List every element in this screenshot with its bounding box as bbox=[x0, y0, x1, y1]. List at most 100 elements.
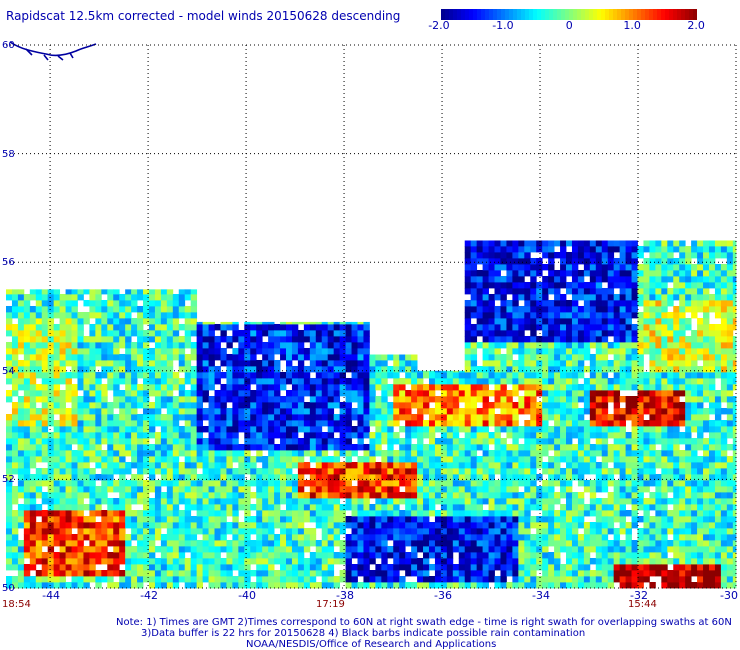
heatmap-cell bbox=[23, 582, 31, 589]
heatmap-cell bbox=[83, 341, 90, 349]
heatmap-cell bbox=[446, 371, 454, 379]
heatmap-cell bbox=[583, 329, 591, 337]
heatmap-cell bbox=[381, 462, 388, 469]
heatmap-cell bbox=[577, 432, 585, 439]
heatmap-cell bbox=[595, 323, 603, 331]
heatmap-cell bbox=[47, 396, 55, 403]
heatmap-cell bbox=[524, 444, 531, 451]
heatmap-cell bbox=[583, 305, 591, 313]
heatmap-cell bbox=[494, 269, 501, 277]
heatmap-cell bbox=[601, 305, 609, 313]
heatmap-cell bbox=[595, 408, 603, 415]
heatmap-cell bbox=[59, 341, 66, 349]
heatmap-cell bbox=[405, 426, 412, 433]
heatmap-cell bbox=[405, 558, 412, 565]
heatmap-cell bbox=[23, 353, 31, 361]
heatmap-cell bbox=[202, 570, 209, 577]
heatmap-cell bbox=[601, 510, 609, 517]
heatmap-cell bbox=[494, 402, 501, 409]
heatmap-cell bbox=[83, 347, 90, 355]
heatmap-cell bbox=[512, 522, 519, 529]
heatmap-cell bbox=[29, 492, 37, 499]
heatmap-cell bbox=[476, 257, 484, 265]
heatmap-cell bbox=[363, 492, 370, 499]
heatmap-cell bbox=[542, 438, 549, 445]
heatmap-cell bbox=[482, 263, 489, 271]
heatmap-cell bbox=[494, 365, 501, 373]
heatmap-cell bbox=[524, 420, 531, 427]
heatmap-cell bbox=[601, 546, 609, 553]
heatmap-cell bbox=[107, 347, 114, 355]
heatmap-cell bbox=[363, 510, 370, 517]
heatmap-cell bbox=[119, 335, 126, 343]
heatmap-cell bbox=[345, 450, 352, 457]
heatmap-cell bbox=[89, 289, 96, 295]
heatmap-cell bbox=[125, 353, 132, 361]
heatmap-cell bbox=[71, 492, 78, 499]
heatmap-cell bbox=[244, 321, 251, 325]
heatmap-cell bbox=[393, 480, 400, 487]
heatmap-cell bbox=[601, 486, 609, 493]
heatmap-cell bbox=[6, 516, 13, 523]
heatmap-cell bbox=[190, 498, 198, 505]
heatmap-cell bbox=[530, 329, 537, 337]
heatmap-cell bbox=[607, 468, 615, 475]
heatmap-cell bbox=[345, 492, 352, 499]
heatmap-cell bbox=[524, 456, 531, 463]
heatmap-cell bbox=[488, 251, 495, 259]
heatmap-cell bbox=[190, 576, 198, 583]
heatmap-cell bbox=[607, 377, 615, 385]
heatmap-cell bbox=[208, 558, 215, 565]
heatmap-cell bbox=[95, 420, 102, 427]
heatmap-cell bbox=[262, 321, 269, 325]
heatmap-cell bbox=[280, 564, 287, 571]
heatmap-cell bbox=[464, 504, 472, 511]
heatmap-cell bbox=[77, 371, 84, 379]
heatmap-cell bbox=[530, 444, 537, 451]
heatmap-cell bbox=[184, 377, 192, 385]
heatmap-cell bbox=[184, 390, 192, 397]
heatmap-cell bbox=[500, 329, 507, 337]
heatmap-cell bbox=[119, 293, 126, 301]
heatmap-cell bbox=[268, 438, 275, 445]
heatmap-cell bbox=[166, 546, 174, 553]
heatmap-cell bbox=[327, 323, 335, 331]
heatmap-cell bbox=[178, 480, 186, 487]
heatmap-cell bbox=[154, 504, 162, 511]
colorbar-segment bbox=[653, 9, 658, 20]
heatmap-cell bbox=[23, 498, 31, 505]
heatmap-cell bbox=[11, 353, 19, 361]
heatmap-cell bbox=[351, 546, 358, 553]
heatmap-cell bbox=[571, 414, 579, 421]
heatmap-cell bbox=[71, 311, 78, 319]
heatmap-cell bbox=[286, 438, 293, 445]
heatmap-cell bbox=[268, 546, 275, 553]
heatmap-cell bbox=[101, 317, 108, 325]
heatmap-cell bbox=[23, 474, 31, 481]
heatmap-cell bbox=[262, 546, 269, 553]
heatmap-cell bbox=[637, 438, 644, 445]
heatmap-cell bbox=[286, 564, 293, 571]
heatmap-cell bbox=[184, 438, 192, 445]
heatmap-cell bbox=[518, 570, 525, 577]
heatmap-cell bbox=[476, 468, 484, 475]
heatmap-cell bbox=[107, 468, 114, 475]
heatmap-cell bbox=[345, 456, 352, 463]
heatmap-cell bbox=[77, 570, 84, 577]
heatmap-cell bbox=[101, 359, 108, 367]
heatmap-cell bbox=[172, 311, 180, 319]
heatmap-cell bbox=[589, 420, 597, 427]
heatmap-cell bbox=[488, 329, 495, 337]
heatmap-cell bbox=[357, 383, 364, 391]
heatmap-cell bbox=[560, 329, 567, 337]
heatmap-cell bbox=[339, 359, 346, 367]
heatmap-cell bbox=[226, 365, 233, 373]
heatmap-cell bbox=[178, 293, 186, 301]
heatmap-cell bbox=[643, 558, 650, 565]
heatmap-cell bbox=[315, 365, 323, 373]
heatmap-cell bbox=[440, 546, 448, 553]
heatmap-cell bbox=[583, 486, 591, 493]
heatmap-cell bbox=[250, 420, 257, 427]
colorbar-segment bbox=[685, 9, 690, 20]
heatmap-cell bbox=[190, 347, 198, 355]
